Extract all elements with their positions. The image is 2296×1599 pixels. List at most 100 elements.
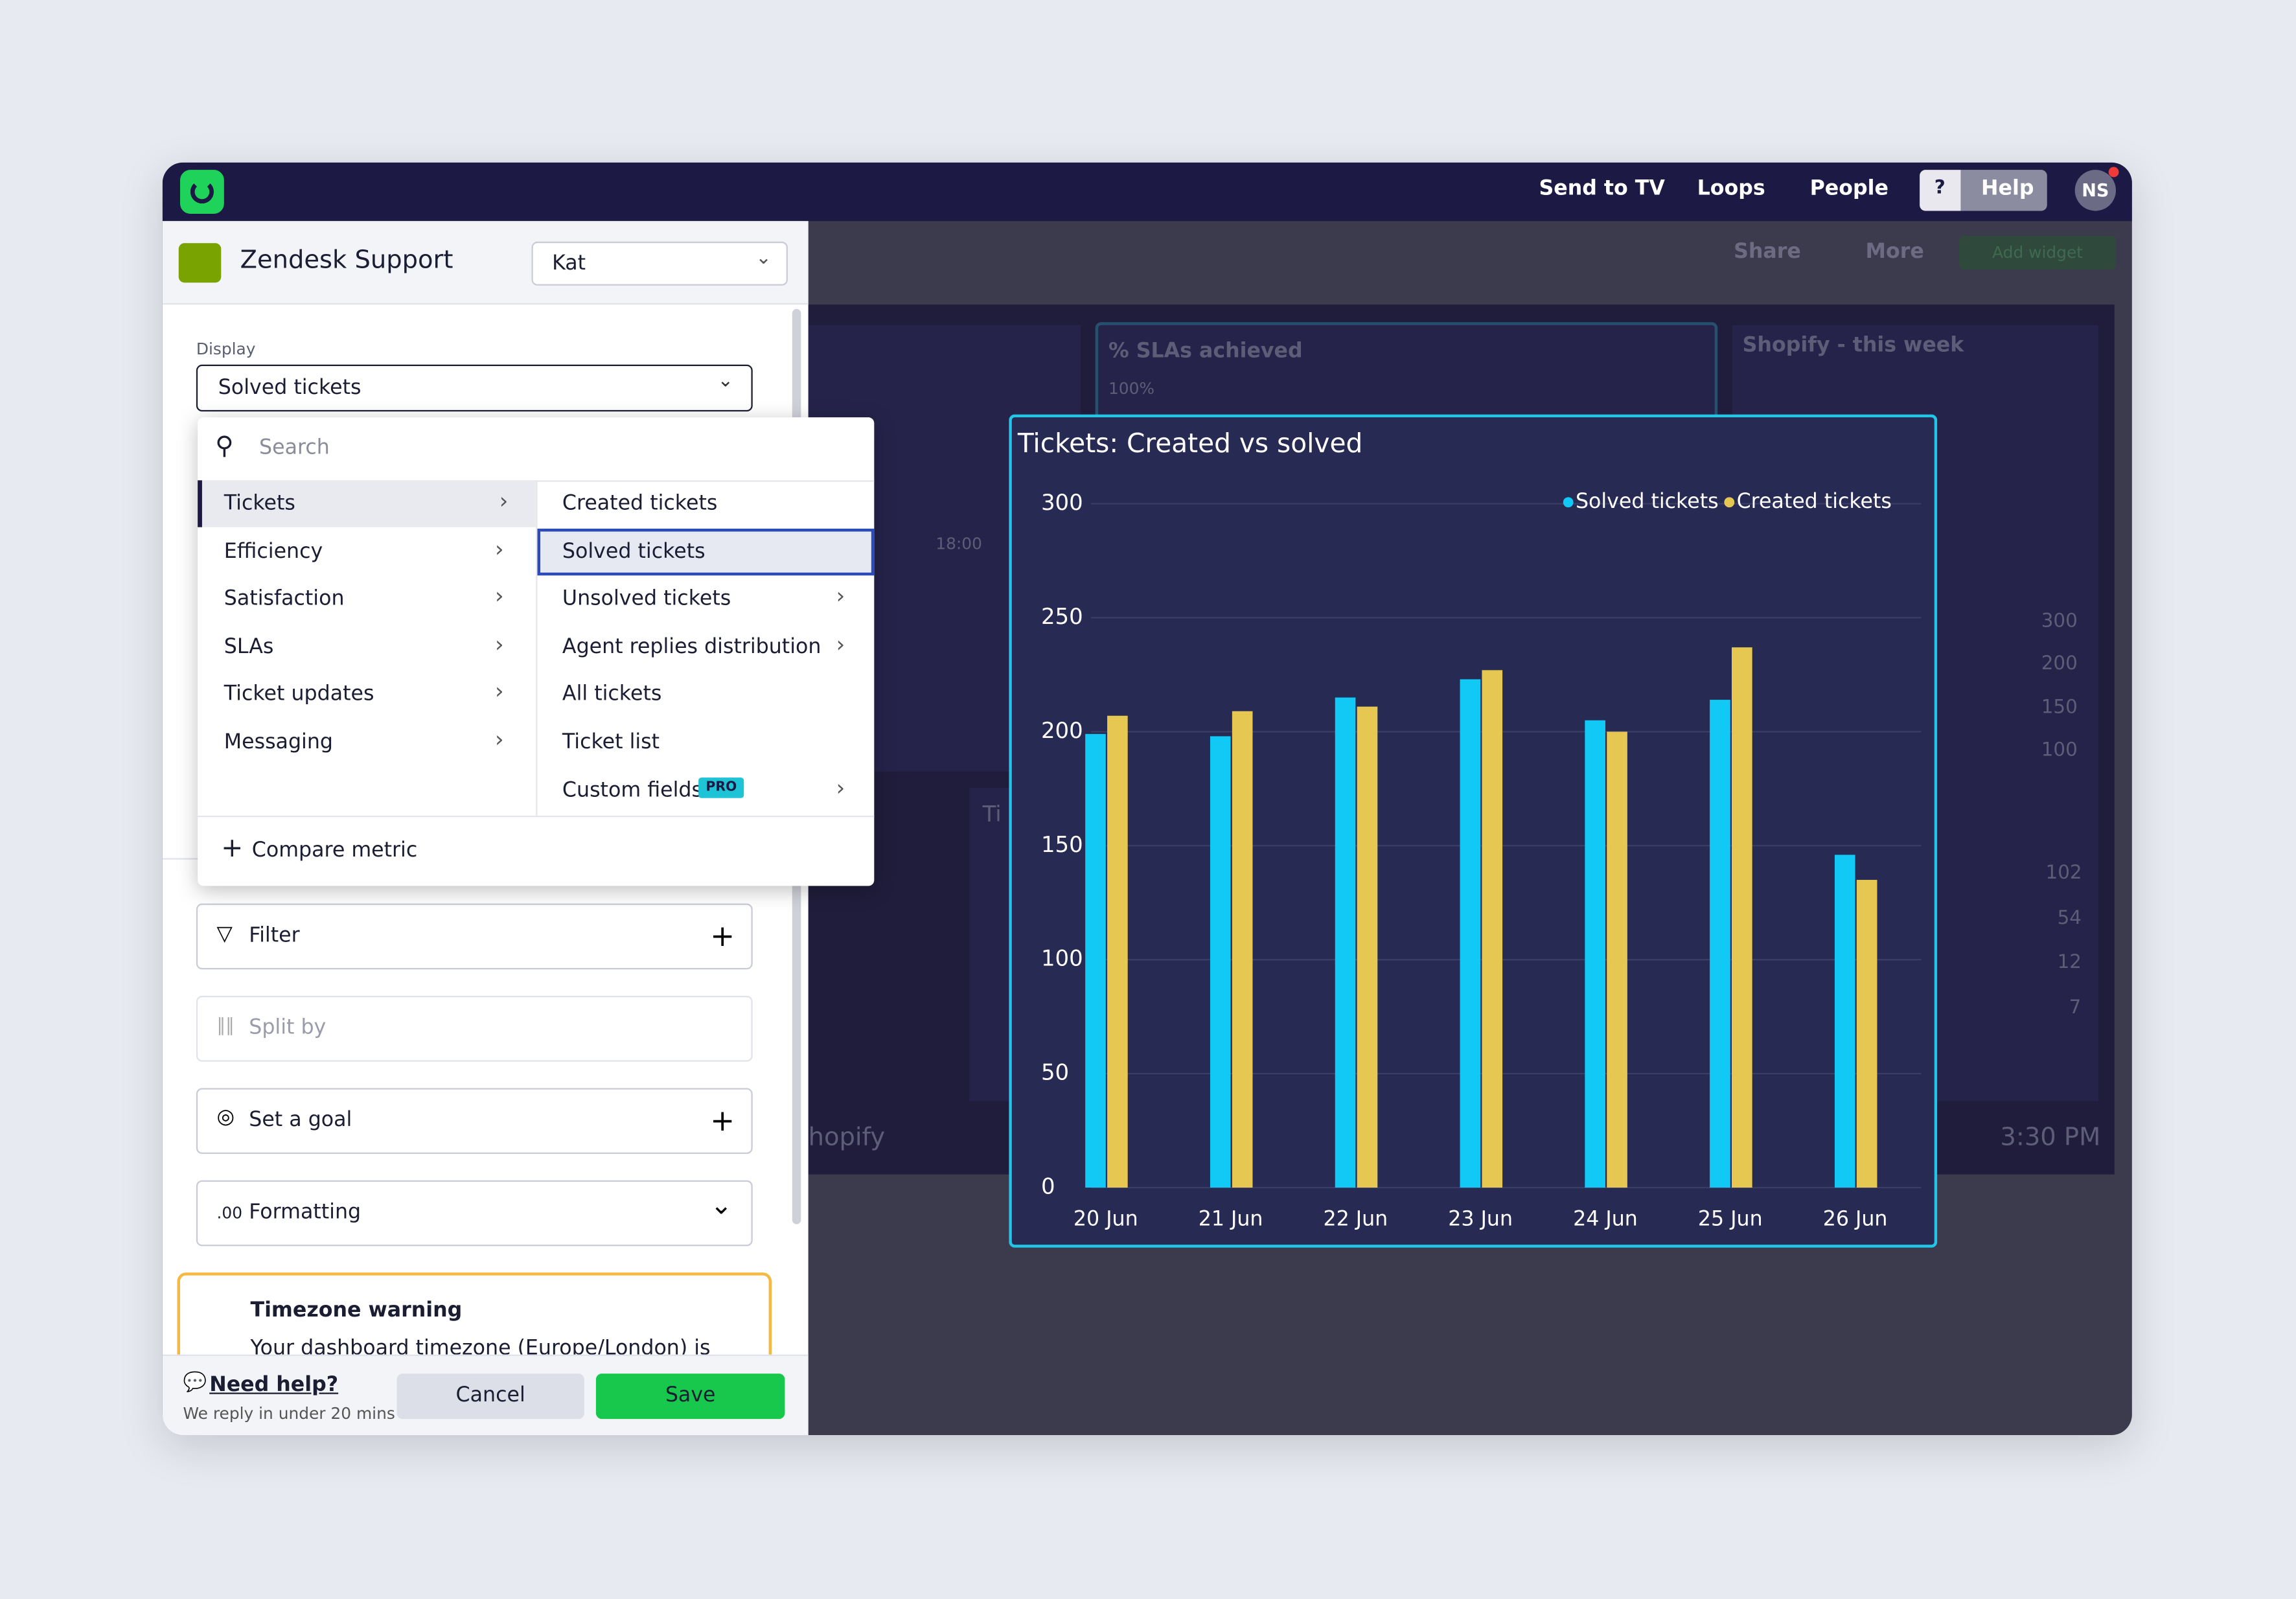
share: Share: [1734, 240, 1801, 264]
need-help[interactable]: Need help?: [209, 1374, 339, 1398]
bg-label: 18:00: [936, 534, 982, 554]
bar: [1107, 715, 1128, 1188]
display-value: Solved tickets: [218, 376, 362, 400]
bar: [1357, 706, 1378, 1188]
bg-label: 54: [2057, 908, 2082, 930]
x-tick-label: 21 Jun: [1199, 1208, 1263, 1231]
save-button[interactable]: Save: [595, 1374, 785, 1420]
metric-label: Ticket list: [562, 730, 660, 755]
bar: [1732, 647, 1752, 1188]
y-tick-label: 50: [1041, 1060, 1069, 1085]
nav-link[interactable]: Send to TV: [1539, 177, 1665, 201]
account-name: Kat: [552, 251, 586, 275]
bar: [1607, 731, 1627, 1188]
goal-row[interactable]: Set a goal ◎ +: [196, 1088, 753, 1155]
category-item[interactable]: Efficiency ›: [224, 535, 504, 564]
x-tick-label: 22 Jun: [1324, 1208, 1388, 1231]
metric-item[interactable]: Solved tickets: [537, 528, 875, 575]
filter-row[interactable]: Filter ▽ +: [196, 903, 753, 970]
help-icon: ?: [1934, 177, 1946, 200]
bg-label: 200: [2041, 653, 2078, 675]
metric-item[interactable]: All tickets: [537, 671, 874, 718]
bar: [1710, 700, 1730, 1188]
avatar[interactable]: NS: [2074, 170, 2116, 211]
category-label: Tickets: [224, 492, 295, 516]
metric-item[interactable]: Agent replies distribution ›: [562, 630, 845, 659]
legend-dot: [1563, 497, 1574, 508]
split-by: Split by: [249, 1016, 327, 1040]
bar: [1335, 697, 1356, 1188]
sidebar-title: Zendesk Support: [240, 246, 453, 275]
category-item[interactable]: Ticket updates ›: [224, 678, 504, 707]
category-item[interactable]: Tickets ›: [198, 480, 536, 527]
nav-link[interactable]: People: [1809, 177, 1888, 201]
category-label: Messaging: [224, 730, 333, 755]
y-tick-label: 300: [1041, 490, 1083, 515]
help-button[interactable]: ? Help: [1920, 170, 2047, 211]
category-label: Efficiency: [224, 540, 323, 564]
goal: Set a goal: [249, 1108, 352, 1133]
chart-title: Tickets: Created vs solved: [1017, 428, 1363, 459]
x-tick-label: 23 Jun: [1448, 1208, 1513, 1231]
metric-label: Unsolved tickets: [562, 587, 731, 611]
nav-link[interactable]: Loops: [1697, 177, 1765, 201]
bg-label: 100%: [1108, 379, 1155, 398]
x-tick-label: 26 Jun: [1823, 1208, 1888, 1231]
metric-item[interactable]: Created tickets: [537, 480, 874, 527]
category-item[interactable]: Messaging ›: [224, 726, 504, 755]
pro-badge: PRO: [698, 777, 744, 798]
legend-label: Created tickets: [1737, 490, 1892, 513]
bar: [1482, 670, 1503, 1188]
bg-label: 3:30 PM: [2000, 1123, 2101, 1153]
y-tick-label: 250: [1041, 604, 1083, 629]
y-tick-label: 200: [1041, 718, 1083, 743]
display-select[interactable]: Solved tickets ⌄: [196, 364, 753, 412]
bar: [1856, 880, 1877, 1188]
bg-label: % SLAs achieved: [1108, 339, 1303, 363]
bg-label: 150: [2041, 696, 2078, 719]
metric-item[interactable]: Custom fields › PRO: [562, 774, 845, 802]
formatting-row[interactable]: .00 Formatting ⌄: [196, 1180, 753, 1247]
search-placeholder[interactable]: Search: [259, 436, 330, 460]
bg-label: Ti: [982, 801, 1002, 828]
split-row: Split by ‖‖: [196, 995, 753, 1062]
bg-label: 7: [2069, 997, 2082, 1020]
bg-label: 100: [2041, 739, 2078, 762]
metric-item[interactable]: Unsolved tickets ›: [562, 582, 845, 611]
account-select[interactable]: Kat ⌄: [531, 241, 788, 286]
category-label: Satisfaction: [224, 587, 345, 611]
category-label: SLAs: [224, 635, 274, 659]
display-label: Display: [196, 339, 256, 359]
bg-label: hopify: [808, 1123, 886, 1153]
metric-item[interactable]: Ticket list: [537, 719, 874, 766]
bar: [1085, 733, 1106, 1188]
legend-dot: [1724, 497, 1735, 508]
zendesk-icon: [178, 243, 222, 283]
bg-label: 300: [2041, 610, 2078, 633]
bg-label: 12: [2057, 952, 2082, 974]
add-widget: Add widget: [1959, 235, 2116, 270]
filter: Filter: [249, 924, 300, 948]
cancel-button[interactable]: Cancel: [396, 1374, 584, 1420]
metric-label: Solved tickets: [562, 540, 706, 564]
reply-time: We reply in under 20 mins: [183, 1404, 395, 1423]
metric-label: Agent replies distribution: [562, 635, 821, 659]
sidebar-header: Zendesk Support Kat ⌄: [162, 221, 809, 305]
y-tick-label: 150: [1041, 832, 1083, 857]
formatting: Formatting: [249, 1201, 362, 1225]
category-item[interactable]: Satisfaction ›: [224, 582, 504, 611]
x-tick-label: 25 Jun: [1698, 1208, 1763, 1231]
legend-label: Solved tickets: [1576, 490, 1719, 513]
bar: [1210, 736, 1231, 1188]
y-tick-label: 0: [1041, 1174, 1055, 1199]
category-item[interactable]: SLAs ›: [224, 630, 504, 659]
bar: [1585, 720, 1605, 1188]
x-tick-label: 24 Jun: [1573, 1208, 1638, 1231]
logo: [180, 170, 224, 214]
compare-metric[interactable]: Compare metric: [251, 839, 418, 863]
y-tick-label: 100: [1041, 946, 1083, 971]
bar: [1834, 855, 1855, 1188]
more: More: [1865, 240, 1924, 264]
help-label: Help: [1981, 177, 2034, 201]
